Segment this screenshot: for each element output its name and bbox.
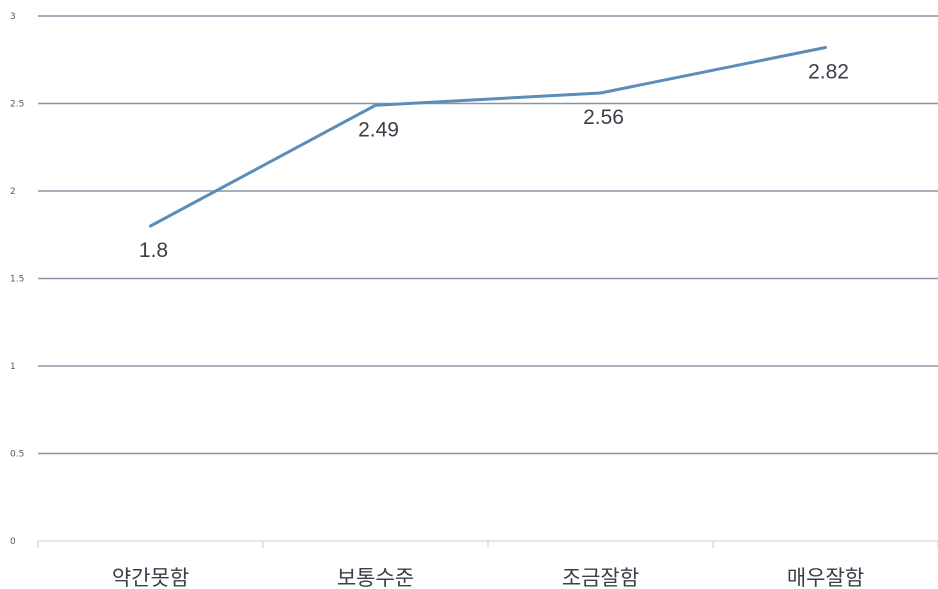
data-label: 2.49: [358, 118, 399, 141]
y-tick-label: 1: [10, 362, 16, 372]
y-tick-label: 2.5: [10, 100, 24, 110]
series-line: [149, 46, 827, 228]
y-tick-label: 0.5: [10, 450, 24, 460]
data-label: 1.8: [139, 239, 168, 262]
x-tick-label: 매우잘함: [787, 566, 864, 589]
y-tick-label: 0: [10, 537, 16, 547]
y-tick-label: 1.5: [10, 275, 24, 285]
y-tick-label: 2: [10, 187, 16, 197]
x-tick-label: 조금잘함: [562, 566, 639, 589]
data-labels: 1.8 2.49 2.56 2.82: [139, 61, 849, 263]
x-tick-label: 보통수준: [337, 566, 414, 589]
x-tick-label: 약간못함: [112, 566, 189, 589]
series-layer: [149, 46, 827, 228]
data-label: 2.82: [808, 61, 849, 84]
grid-lines: [38, 15, 938, 542]
x-axis-ticks: 약간못함 보통수준 조금잘함 매우잘함: [37, 541, 938, 589]
y-axis-ticks: 0 0.5 1 1.5 2 2.5 3: [10, 12, 24, 547]
data-label: 2.56: [583, 106, 624, 129]
y-tick-label: 3: [10, 12, 16, 22]
